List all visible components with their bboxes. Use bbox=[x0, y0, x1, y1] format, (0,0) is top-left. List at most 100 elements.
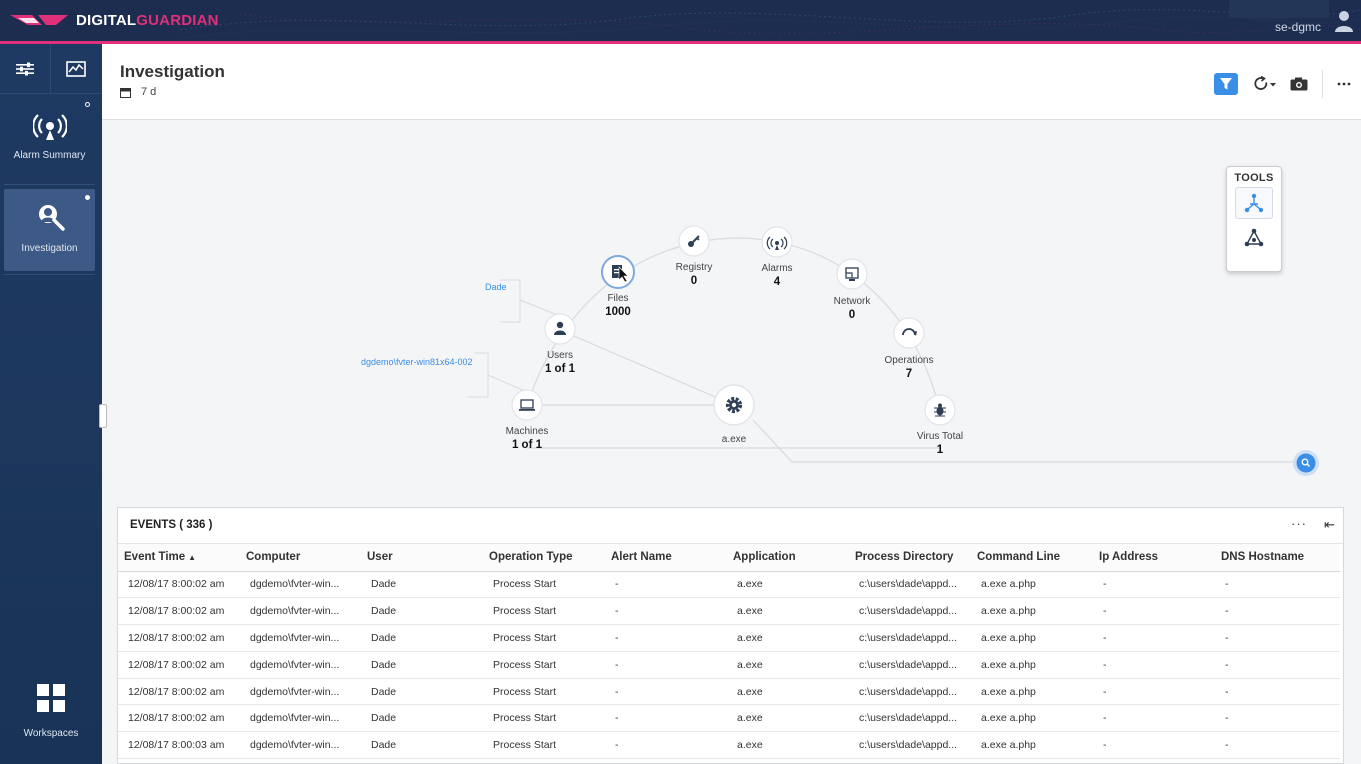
cell: dgdemo\fvter-win... bbox=[240, 625, 361, 652]
tools-panel: TOOLS bbox=[1226, 166, 1282, 272]
cell: - bbox=[1215, 678, 1340, 705]
nav-investigation[interactable]: Investigation bbox=[4, 189, 95, 271]
refresh-icon[interactable] bbox=[1252, 76, 1276, 92]
events-more-options-icon[interactable]: ··· bbox=[1291, 516, 1307, 531]
cell: Dade bbox=[361, 625, 483, 652]
brand[interactable]: DIGITALGUARDIAN bbox=[8, 9, 219, 31]
tools-title: TOOLS bbox=[1227, 172, 1281, 184]
node-users[interactable]: Users 1 of 1 bbox=[545, 314, 576, 375]
nav-alarm-summary[interactable]: Alarm Summary bbox=[4, 96, 95, 178]
col-event-time[interactable]: Event Time ▲ bbox=[118, 544, 240, 571]
arc-connector bbox=[527, 238, 940, 410]
relationship-graph: Dade dgdemo\fvter-win81x64-002 Files 100… bbox=[102, 120, 1361, 508]
cell: c:\users\dade\appd... bbox=[849, 571, 971, 598]
cell: a.exe a.php bbox=[971, 732, 1093, 759]
cell: Dade bbox=[361, 732, 483, 759]
user-name[interactable]: se-dgmc bbox=[1275, 20, 1321, 34]
nav-label: Alarm Summary bbox=[4, 150, 95, 161]
cell: - bbox=[1093, 598, 1215, 625]
col-ip-address[interactable]: Ip Address bbox=[1093, 544, 1215, 571]
user-account-icon[interactable] bbox=[1333, 8, 1355, 34]
gear-icon bbox=[728, 399, 741, 412]
events-collapse-icon[interactable]: ⇤ bbox=[1324, 517, 1335, 533]
filter-icon bbox=[1219, 77, 1233, 91]
cell: - bbox=[1215, 651, 1340, 678]
cell: c:\users\dade\appd... bbox=[849, 625, 971, 652]
table-row[interactable]: 12/08/17 8:00:02 am dgdemo\fvter-win... Da… bbox=[118, 678, 1340, 705]
node-value: 1 bbox=[937, 444, 944, 456]
table-header-row: Event Time ▲ Computer User Operation Type… bbox=[118, 544, 1340, 571]
node-label: Registry bbox=[676, 262, 713, 273]
path-label-user[interactable]: Dade bbox=[485, 282, 507, 292]
col-operation-type[interactable]: Operation Type bbox=[483, 544, 605, 571]
cell: Dade bbox=[361, 705, 483, 732]
node-label: Users bbox=[547, 350, 573, 361]
node-value: 1 of 1 bbox=[512, 439, 543, 451]
nav-workspaces[interactable]: Workspaces bbox=[0, 684, 102, 739]
table-row[interactable]: 12/08/17 8:00:02 am dgdemo\fvter-win... Da… bbox=[118, 705, 1340, 732]
filter-button[interactable] bbox=[1214, 73, 1238, 95]
node-operations[interactable]: Operations 7 bbox=[885, 318, 934, 380]
col-user[interactable]: User bbox=[361, 544, 483, 571]
nav-indicator-active bbox=[85, 195, 90, 200]
tool-radial-layout[interactable] bbox=[1235, 222, 1273, 254]
left-nav: Alarm Summary Investigation Workspaces bbox=[0, 44, 102, 764]
dashboard-nav-button[interactable] bbox=[50, 44, 100, 94]
date-range-value: 7 d bbox=[141, 86, 156, 98]
cell: - bbox=[1215, 571, 1340, 598]
decorative-wave bbox=[180, 0, 1360, 44]
edge-machine-bracket bbox=[488, 375, 527, 392]
cell: - bbox=[605, 571, 727, 598]
cell: a.exe bbox=[727, 571, 849, 598]
cell: Dade bbox=[361, 651, 483, 678]
cell: Process Start bbox=[483, 705, 605, 732]
cell: 12/08/17 8:00:02 am bbox=[118, 705, 240, 732]
nav-divider bbox=[4, 184, 95, 185]
col-application[interactable]: Application bbox=[727, 544, 849, 571]
node-network[interactable]: Network 0 bbox=[834, 259, 872, 321]
cell: 12/08/17 8:00:03 am bbox=[118, 732, 240, 759]
col-command-line[interactable]: Command Line bbox=[971, 544, 1093, 571]
cell: a.exe bbox=[727, 598, 849, 625]
nav-top-tools bbox=[0, 44, 102, 94]
col-dns-hostname[interactable]: DNS Hostname bbox=[1215, 544, 1340, 571]
col-alert-name[interactable]: Alert Name bbox=[605, 544, 727, 571]
node-value: 7 bbox=[906, 368, 912, 380]
col-process-directory[interactable]: Process Directory bbox=[849, 544, 971, 571]
header-toolbar bbox=[1214, 70, 1351, 98]
brand-name: DIGITALGUARDIAN bbox=[76, 12, 219, 29]
tool-hierarchy-layout[interactable] bbox=[1235, 187, 1273, 219]
cell: Dade bbox=[361, 571, 483, 598]
node-process[interactable]: a.exe bbox=[714, 385, 754, 445]
date-range[interactable]: 7 d bbox=[120, 86, 156, 98]
more-options-icon[interactable] bbox=[1337, 82, 1351, 86]
table-row[interactable]: 12/08/17 8:00:03 am dgdemo\fvter-win... Da… bbox=[118, 732, 1340, 759]
cell: c:\users\dade\appd... bbox=[849, 598, 971, 625]
node-alarms[interactable]: Alarms 4 bbox=[761, 227, 792, 288]
filters-nav-button[interactable] bbox=[0, 44, 50, 94]
cell: a.exe a.php bbox=[971, 705, 1093, 732]
node-registry[interactable]: Registry 0 bbox=[676, 226, 713, 287]
search-node[interactable] bbox=[1293, 450, 1319, 476]
cell: Process Start bbox=[483, 678, 605, 705]
brand-name-part2: GUARDIAN bbox=[136, 12, 218, 29]
radial-layout-icon bbox=[1244, 228, 1264, 248]
path-label-machine[interactable]: dgdemo\fvter-win81x64-002 bbox=[361, 357, 473, 367]
camera-icon[interactable] bbox=[1290, 77, 1308, 91]
table-row[interactable]: 12/08/17 8:00:02 am dgdemo\fvter-win... Da… bbox=[118, 571, 1340, 598]
cell: a.exe bbox=[727, 651, 849, 678]
cell: - bbox=[1093, 678, 1215, 705]
node-files[interactable]: Files 1000 bbox=[602, 256, 634, 318]
cell: - bbox=[605, 598, 727, 625]
node-value: 4 bbox=[774, 276, 781, 288]
cell: 12/08/17 8:00:02 am bbox=[118, 625, 240, 652]
node-virus-total[interactable]: Virus Total 1 bbox=[917, 395, 963, 456]
cell: - bbox=[605, 732, 727, 759]
cell: - bbox=[1215, 705, 1340, 732]
chart-icon bbox=[66, 61, 86, 77]
node-machines[interactable]: Machines 1 of 1 bbox=[506, 390, 549, 451]
col-computer[interactable]: Computer bbox=[240, 544, 361, 571]
table-row[interactable]: 12/08/17 8:00:02 am dgdemo\fvter-win... Da… bbox=[118, 651, 1340, 678]
table-row[interactable]: 12/08/17 8:00:02 am dgdemo\fvter-win... Da… bbox=[118, 625, 1340, 652]
table-row[interactable]: 12/08/17 8:00:02 am dgdemo\fvter-win... Da… bbox=[118, 598, 1340, 625]
